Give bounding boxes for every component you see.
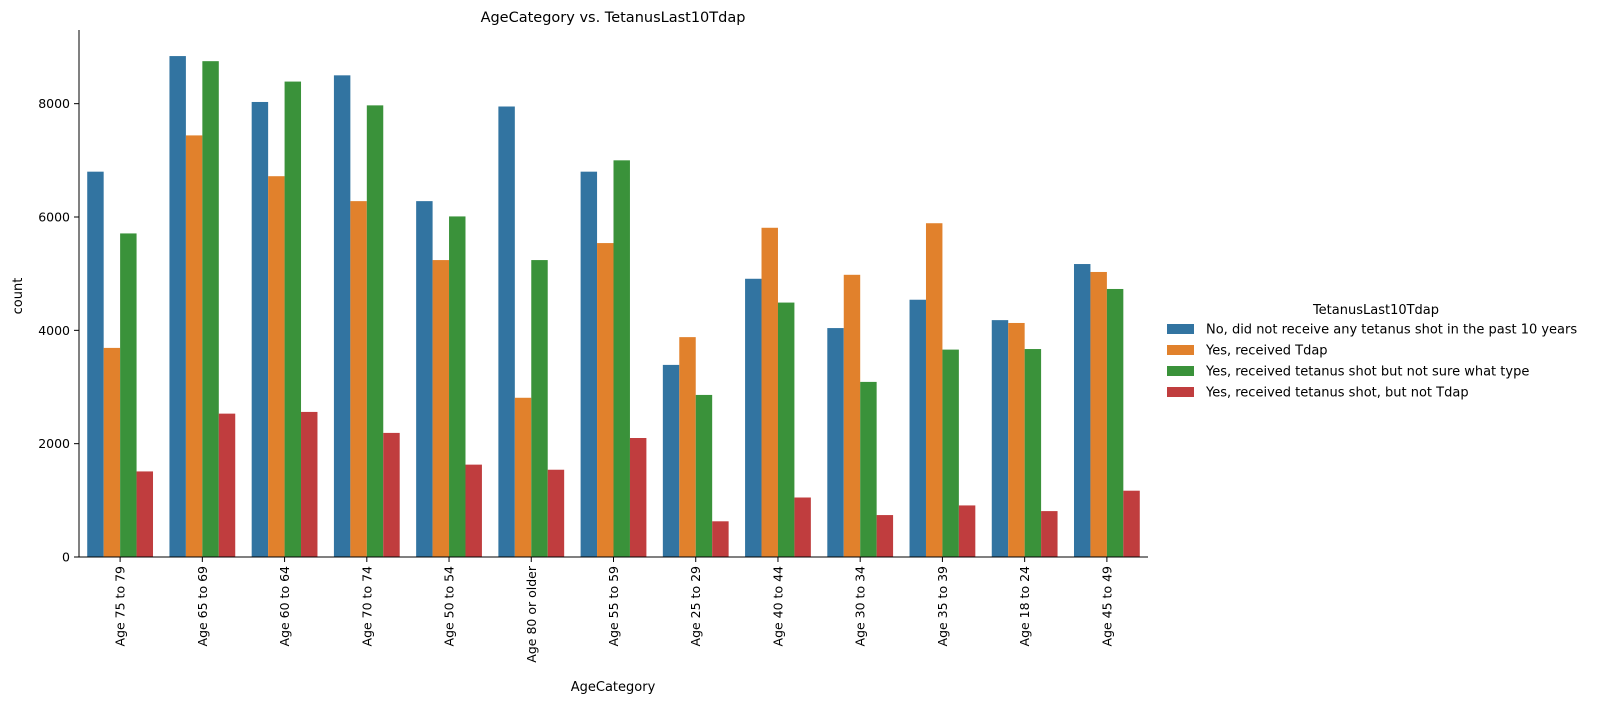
bar-series-4-age-75-to-79 bbox=[136, 471, 154, 557]
bar-series-4-age-45-to-49 bbox=[1123, 490, 1140, 557]
bar-series-3-age-45-to-49 bbox=[1106, 288, 1124, 557]
bar-series-2-age-75-to-79 bbox=[103, 347, 121, 557]
bar-series-3-age-55-to-59 bbox=[613, 160, 630, 557]
bar-series-2-age-55-to-59 bbox=[597, 243, 614, 557]
bar-series-2-age-18-to-24 bbox=[1008, 322, 1025, 557]
bar-series-1-age-55-to-59 bbox=[580, 171, 598, 558]
bar-series-3-age-75-to-79 bbox=[120, 233, 137, 557]
x-tick-label: Age 65 to 69 bbox=[195, 566, 210, 647]
bar-series-1-age-60-to-64 bbox=[251, 101, 269, 557]
bar-series-4-age-30-to-34 bbox=[876, 515, 894, 557]
bar-series-3-age-35-to-39 bbox=[942, 349, 959, 557]
legend-swatch-3 bbox=[1167, 366, 1194, 376]
bar-series-1-age-25-to-29 bbox=[662, 364, 680, 557]
bar-series-4-age-70-to-74 bbox=[383, 432, 400, 557]
y-tick-label: 0 bbox=[62, 550, 70, 565]
y-tick-label: 8000 bbox=[38, 96, 70, 111]
legend-swatch-1 bbox=[1167, 324, 1194, 334]
bar-series-4-age-65-to-69 bbox=[218, 413, 236, 557]
bar-series-1-age-65-to-69 bbox=[169, 56, 186, 557]
y-tick-label: 4000 bbox=[38, 323, 70, 338]
bar-series-2-age-50-to-54 bbox=[432, 260, 450, 557]
legend-label-1: No, did not receive any tetanus shot in … bbox=[1206, 323, 1577, 338]
bar-series-1-age-50-to-54 bbox=[416, 201, 433, 557]
bar-series-4-age-18-to-24 bbox=[1041, 511, 1058, 557]
bar-series-1-age-40-to-44 bbox=[745, 278, 762, 557]
x-tick-label: Age 25 to 29 bbox=[688, 566, 703, 647]
bar-series-1-age-70-to-74 bbox=[333, 75, 351, 557]
legend-swatch-4 bbox=[1167, 387, 1194, 397]
bar-series-2-age-45-to-49 bbox=[1090, 271, 1107, 557]
bar-series-1-age-35-to-39 bbox=[909, 299, 926, 557]
legend-label-4: Yes, received tetanus shot, but not Tdap bbox=[1205, 386, 1469, 401]
x-tick-label: Age 35 to 39 bbox=[935, 566, 950, 647]
bar-series-2-age-65-to-69 bbox=[185, 135, 203, 557]
bar-series-1-age-45-to-49 bbox=[1073, 264, 1091, 557]
bar-series-4-age-55-to-59 bbox=[629, 438, 647, 557]
legend-label-3: Yes, received tetanus shot but not sure … bbox=[1205, 365, 1529, 380]
bar-series-1-age-75-to-79 bbox=[87, 171, 104, 558]
bar-series-3-age-30-to-34 bbox=[860, 381, 877, 557]
bar-series-4-age-40-to-44 bbox=[794, 497, 811, 557]
x-tick-label: Age 80 or older bbox=[524, 565, 539, 663]
bar-series-3-age-80-or-older bbox=[531, 260, 548, 557]
x-tick-label: Age 50 to 54 bbox=[442, 566, 457, 647]
bar-series-4-age-50-to-54 bbox=[465, 464, 482, 557]
legend-title: TetanusLast10Tdap bbox=[1312, 303, 1439, 318]
legend-label-2: Yes, received Tdap bbox=[1205, 344, 1328, 359]
legend: TetanusLast10Tdap No, did not receive an… bbox=[1167, 303, 1577, 401]
x-tick-label: Age 60 to 64 bbox=[277, 566, 292, 647]
x-tick-label: Age 70 to 74 bbox=[359, 566, 374, 647]
bars-layer bbox=[87, 56, 1140, 558]
bar-series-2-age-30-to-34 bbox=[843, 274, 861, 557]
bar-series-2-age-25-to-29 bbox=[679, 337, 696, 557]
x-tick-label: Age 55 to 59 bbox=[606, 566, 621, 647]
x-tick-label: Age 75 to 79 bbox=[113, 566, 128, 647]
bar-series-3-age-40-to-44 bbox=[777, 302, 795, 557]
x-tick-label: Age 45 to 49 bbox=[1099, 566, 1114, 647]
bar-series-1-age-30-to-34 bbox=[827, 328, 844, 557]
legend-swatch-2 bbox=[1167, 345, 1194, 355]
bar-series-2-age-35-to-39 bbox=[925, 223, 943, 558]
bar-series-2-age-60-to-64 bbox=[268, 176, 285, 557]
x-tick-label: Age 18 to 24 bbox=[1017, 566, 1032, 647]
x-axis-label: AgeCategory bbox=[571, 680, 656, 695]
x-tick-label: Age 40 to 44 bbox=[770, 566, 785, 647]
y-tick-label: 6000 bbox=[38, 210, 70, 225]
y-axis-label: count bbox=[11, 278, 26, 315]
bar-series-3-age-18-to-24 bbox=[1024, 349, 1042, 557]
bar-series-3-age-70-to-74 bbox=[366, 105, 384, 558]
bar-series-4-age-60-to-64 bbox=[301, 411, 318, 557]
bar-series-3-age-50-to-54 bbox=[449, 216, 466, 557]
bar-series-3-age-60-to-64 bbox=[284, 81, 302, 557]
axes-layer: 0 2000 4000 6000 8000 Age 75 to 79 Age 65 to 6… bbox=[38, 30, 1148, 663]
bar-series-3-age-25-to-29 bbox=[695, 394, 713, 557]
bar-series-4-age-80-or-older bbox=[547, 469, 565, 557]
bar-series-1-age-18-to-24 bbox=[991, 320, 1009, 557]
bar-series-3-age-65-to-69 bbox=[202, 61, 219, 558]
bar-series-4-age-35-to-39 bbox=[958, 505, 976, 557]
bar-series-4-age-25-to-29 bbox=[712, 521, 729, 557]
y-tick-label: 2000 bbox=[38, 436, 70, 451]
bar-series-2-age-70-to-74 bbox=[350, 201, 367, 557]
bar-series-2-age-80-or-older bbox=[514, 397, 532, 557]
chart-title: AgeCategory vs. TetanusLast10Tdap bbox=[481, 10, 746, 26]
bar-series-2-age-40-to-44 bbox=[761, 227, 778, 557]
x-tick-label: Age 30 to 34 bbox=[853, 566, 868, 647]
bar-series-1-age-80-or-older bbox=[498, 106, 515, 557]
